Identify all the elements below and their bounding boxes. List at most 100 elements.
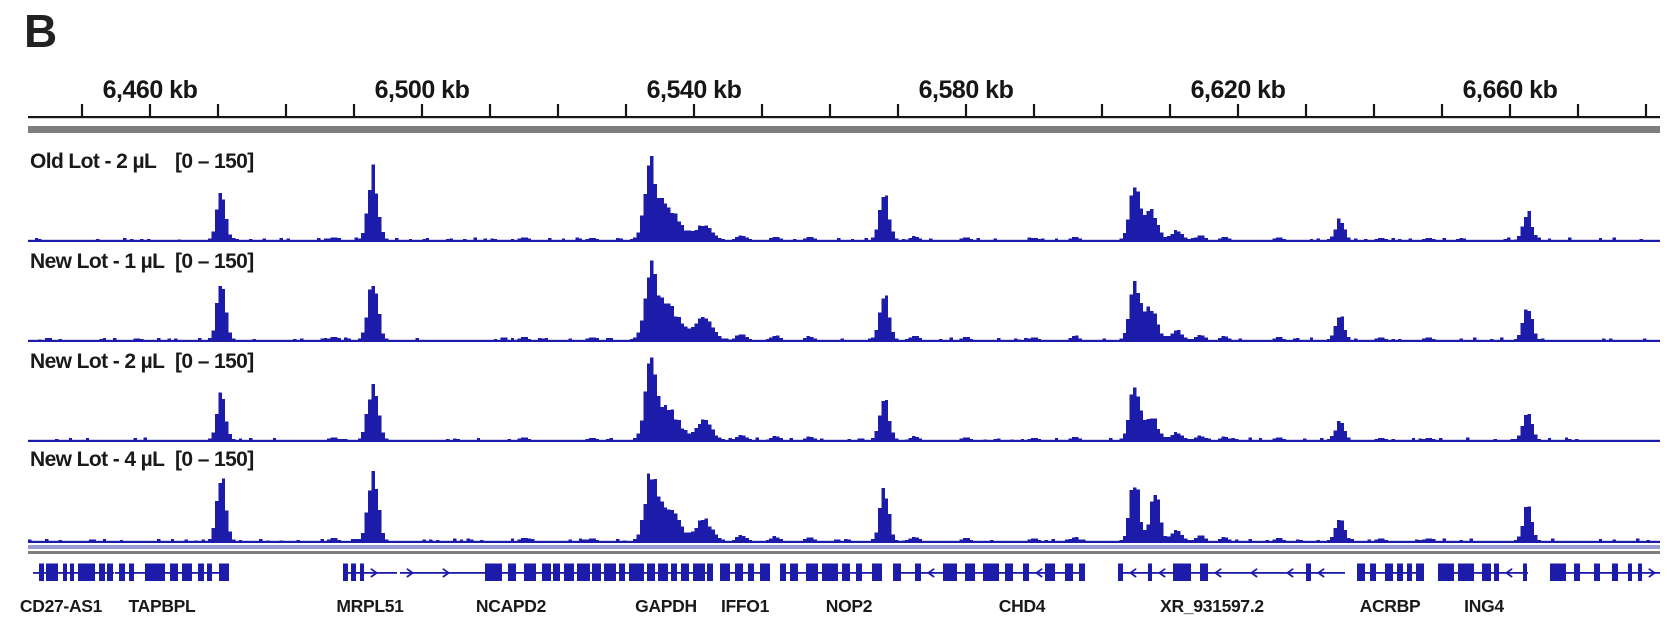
ruler-tick-label: 6,620 kb — [1191, 76, 1286, 104]
gene-exon — [707, 563, 713, 581]
gene-xr_931597.2 — [1118, 563, 1345, 581]
ruler-tick-label: 6,460 kb — [103, 76, 198, 104]
gene-exon — [629, 563, 644, 581]
gene-exon — [1370, 563, 1376, 581]
gene-exon — [198, 563, 204, 581]
gene-exon — [1612, 563, 1618, 581]
genomic-ruler: 6,460 kb 6,500 kb 6,540 kb 6,580 kb 6,620 kb… — [28, 76, 1660, 119]
gene-exon — [893, 563, 901, 581]
track-new-lot-1ul: New Lot - 1 µL [0 – 150] — [0, 250, 1667, 342]
gene-intron-line — [1550, 572, 1660, 574]
gene-mrpl51 — [343, 563, 397, 581]
ruler-tick — [964, 104, 968, 117]
gene-tapbpl — [115, 563, 229, 581]
gene-name-label: MRPL51 — [336, 596, 404, 616]
gene-exon — [1118, 563, 1123, 581]
track-baseline — [28, 339, 1660, 342]
coverage-signal-old-lot-2ul — [28, 155, 1660, 242]
gene-exon — [965, 563, 975, 581]
gene-track-separator-gray — [28, 551, 1660, 554]
ruler-tick — [624, 104, 628, 117]
ruler-tick — [488, 104, 492, 117]
gene-cd27-as1 — [33, 563, 114, 581]
gene-exon — [524, 563, 536, 581]
ruler-tick — [1304, 104, 1308, 117]
coverage-signal-new-lot-1ul — [28, 260, 1660, 342]
strand-arrow-icon — [1213, 568, 1222, 578]
gene-exon — [1494, 563, 1499, 581]
gene-exon — [1628, 563, 1632, 581]
gene-intron-line — [343, 572, 397, 574]
gene-exon — [63, 563, 67, 581]
gene-exon — [351, 563, 356, 581]
ruler-tick — [284, 104, 288, 117]
gene-name-label: IFFO1 — [721, 596, 770, 616]
gene-name-label: NCAPD2 — [476, 596, 547, 616]
gene-exon — [219, 563, 229, 581]
ruler-tick — [80, 104, 84, 117]
gene-chd4 — [893, 563, 1085, 581]
gene-exon — [720, 563, 730, 581]
gene-name-label: CD27-AS1 — [20, 596, 103, 616]
gene-exon — [1005, 563, 1013, 581]
gene-exon — [1638, 563, 1642, 581]
gene-exon — [343, 563, 348, 581]
coverage-signal-new-lot-4ul — [28, 471, 1660, 543]
ruler-tick-label: 6,540 kb — [647, 76, 742, 104]
strand-arrow-icon — [1285, 568, 1294, 578]
gene-exon — [1065, 563, 1073, 581]
gene-exon — [564, 563, 574, 581]
ruler-tick — [1576, 104, 1580, 117]
gene-exon — [207, 563, 212, 581]
track-baseline — [28, 439, 1660, 442]
gene-exon — [1594, 563, 1600, 581]
gene-exon — [780, 563, 786, 581]
gene-exon — [170, 563, 178, 581]
gene-exon — [485, 563, 502, 581]
gene-exon — [107, 563, 113, 581]
track-label: Old Lot - 2 µL — [30, 150, 157, 173]
coverage-bars — [38, 260, 1647, 340]
gene-exon — [1438, 563, 1454, 581]
strand-arrow-icon — [1128, 568, 1137, 578]
ruler-tick — [352, 104, 356, 117]
gene-exon — [1550, 563, 1566, 581]
gene-exon — [577, 563, 590, 581]
gene-exon — [129, 563, 134, 581]
ruler-tick — [1508, 104, 1512, 117]
strand-arrow-icon — [370, 568, 379, 578]
gene-exon — [1523, 563, 1527, 581]
gene-exon — [1482, 563, 1491, 581]
gene-exon — [604, 563, 616, 581]
gene-track-separator-lavender — [28, 545, 1660, 549]
gene-exon — [1357, 563, 1365, 581]
ruler-tick — [1372, 104, 1376, 117]
gene-exon — [1079, 563, 1085, 581]
strand-arrow-icon — [442, 568, 451, 578]
ruler-tick — [1168, 104, 1172, 117]
gene-exon — [1306, 563, 1311, 581]
track-new-lot-2ul: New Lot - 2 µL [0 – 150] — [0, 350, 1667, 442]
ruler-axis-line — [28, 116, 1660, 119]
gene-exon — [70, 563, 74, 581]
gene-exon — [671, 563, 677, 581]
gene-exon — [790, 563, 798, 581]
strand-arrow-icon — [406, 568, 415, 578]
gene-name-label: ACRBP — [1360, 596, 1421, 616]
gene-exon — [360, 563, 364, 581]
strand-arrow-icon — [1249, 568, 1258, 578]
strand-arrow-icon — [1157, 568, 1166, 578]
gene-exon — [145, 563, 165, 581]
gene-exon — [543, 563, 551, 581]
gene-acrbp — [1357, 563, 1424, 581]
gene-exon — [822, 563, 838, 581]
gene-exon — [1574, 563, 1580, 581]
gene-name-label: NOP2 — [826, 596, 873, 616]
gene-exon — [856, 563, 862, 581]
gene-exon — [592, 563, 601, 581]
strand-arrow-icon — [1648, 568, 1657, 578]
gene-exon — [1458, 563, 1474, 581]
track-range-label: [0 – 150] — [175, 448, 254, 471]
gene-name-label: XR_931597.2 — [1160, 596, 1264, 616]
gene-exon — [681, 563, 689, 581]
